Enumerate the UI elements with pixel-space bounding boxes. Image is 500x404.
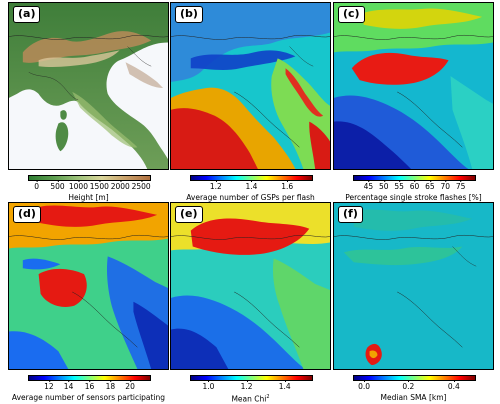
colorbar-tick: 0.0 [358,380,371,391]
panel-tag: (b) [175,6,203,23]
colorbar [190,375,313,381]
colorbar-label: Percentage single stroke flashes [%] [345,193,482,202]
colorbar-tick: 500 [50,180,65,191]
colorbar-tick: 1.4 [278,380,291,391]
colorbar-tick: 1.4 [245,180,258,191]
gsp-map: (b) [170,2,331,170]
median-sma-map: (f) [333,202,494,370]
colorbar-label-text: Mean Chi [231,394,267,404]
colorbar-ticks: 1.0 1.2 1.4 [190,380,313,393]
colorbar-tick: 18 [105,380,116,391]
colorbar-tick: 50 [378,180,389,191]
colorbar-label-superscript: 2 [266,394,270,400]
colorbar-tick: 2500 [131,180,151,191]
colorbar-ticks: 0.0 0.2 0.4 [353,380,476,393]
colorbar-tick: 2000 [110,180,130,191]
colorbar-label: Average number of sensors participating [11,393,166,402]
colorbar-tick: 1.2 [209,180,222,191]
colorbar-ticks: 45 50 55 60 65 70 75 [353,180,476,193]
colorbar-ticks: 12 14 16 18 20 [28,380,151,393]
colorbar-tick: 1.6 [281,180,294,191]
colorbar-tick: 20 [125,380,135,391]
colorbar-tick: 1.2 [240,380,253,391]
colorbar-tick: 14 [63,380,74,391]
colorbar-tick: 0.2 [402,380,415,391]
panel-tag: (e) [175,206,203,223]
colorbar [353,375,476,381]
panel-tag: (c) [338,6,365,23]
colorbar-label: Median SMA [km] [380,393,447,402]
colorbar-tick: 70 [440,180,451,191]
colorbar [28,175,151,181]
single-stroke-map: (c) [333,2,494,170]
colorbar-label: Average number of GSPs per flash [186,193,315,202]
colorbar-tick: 45 [363,180,374,191]
colorbar-tick: 0 [34,180,39,191]
colorbar-tick: 1.0 [202,380,215,391]
colorbar-label: Height [m] [68,193,109,202]
panel-tag: (d) [13,206,41,223]
chi-squared-map: (e) [170,202,331,370]
colorbar-tick: 75 [455,180,466,191]
colorbar-tick: 0.4 [447,380,460,391]
colorbar-tick: 65 [425,180,435,191]
colorbar-tick: 12 [44,380,54,391]
colorbar-label: Mean Chi2 [160,393,341,404]
terrain-map: (a) [8,2,169,170]
panel-tag: (f) [338,206,363,223]
sensors-map: (d) [8,202,169,370]
panel-tag: (a) [13,6,41,23]
colorbar-tick: 16 [84,380,95,391]
colorbar-tick: 1500 [89,180,109,191]
colorbar-tick: 60 [409,180,420,191]
colorbar-ticks: 1.2 1.4 1.6 [190,180,313,193]
colorbar-tick: 55 [394,180,404,191]
colorbar-tick: 1000 [68,180,88,191]
colorbar-ticks: 0 500 1000 1500 2000 2500 [28,180,151,193]
